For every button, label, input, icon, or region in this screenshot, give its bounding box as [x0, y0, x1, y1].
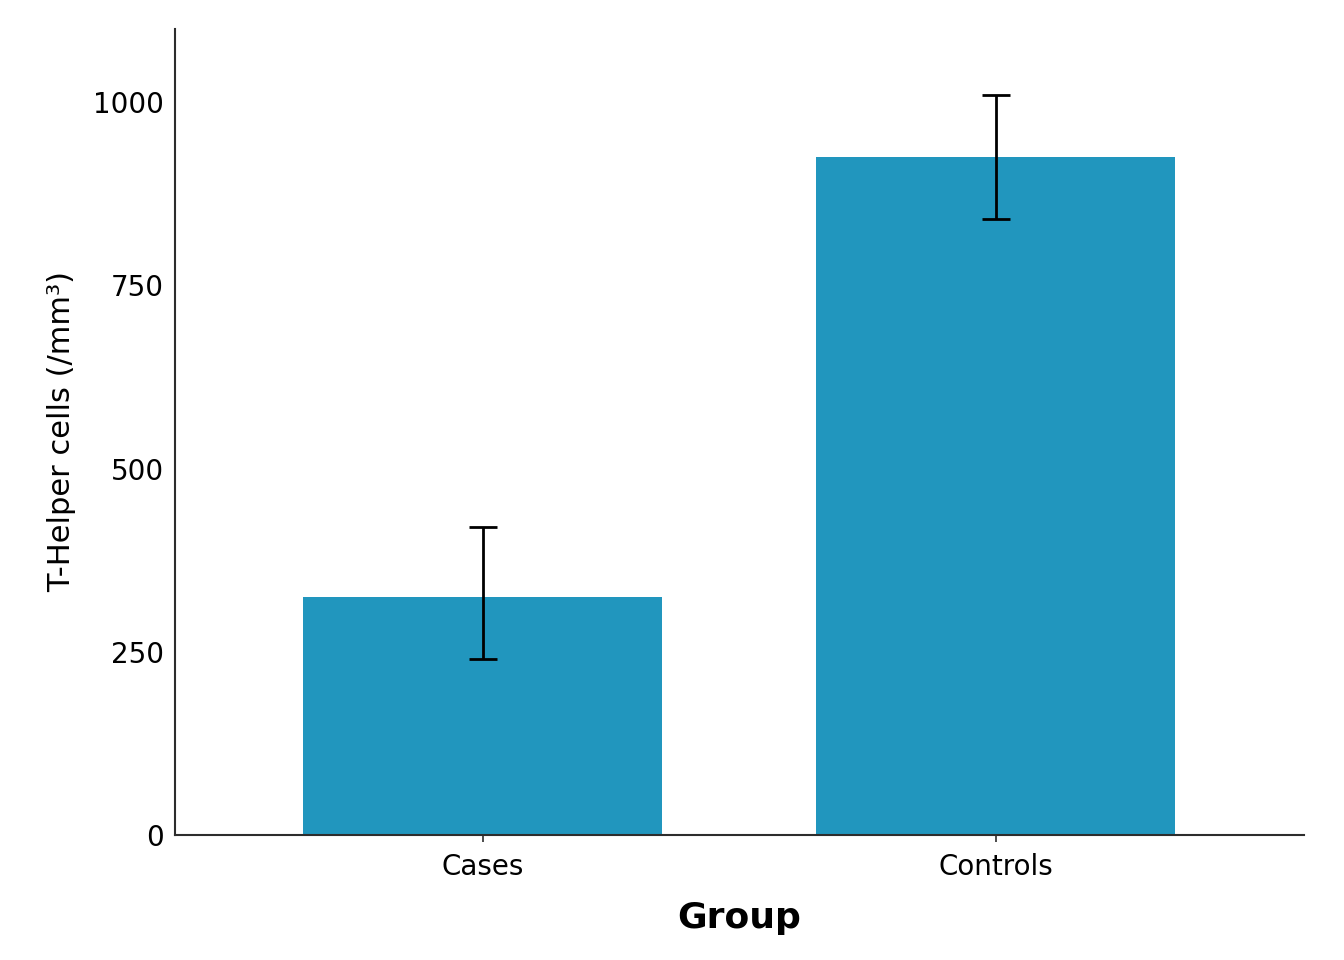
- Y-axis label: T-Helper cells (/mm³): T-Helper cells (/mm³): [47, 272, 77, 592]
- Bar: [302, 597, 663, 835]
- X-axis label: Group: Group: [677, 900, 801, 935]
- Bar: [816, 157, 1176, 835]
